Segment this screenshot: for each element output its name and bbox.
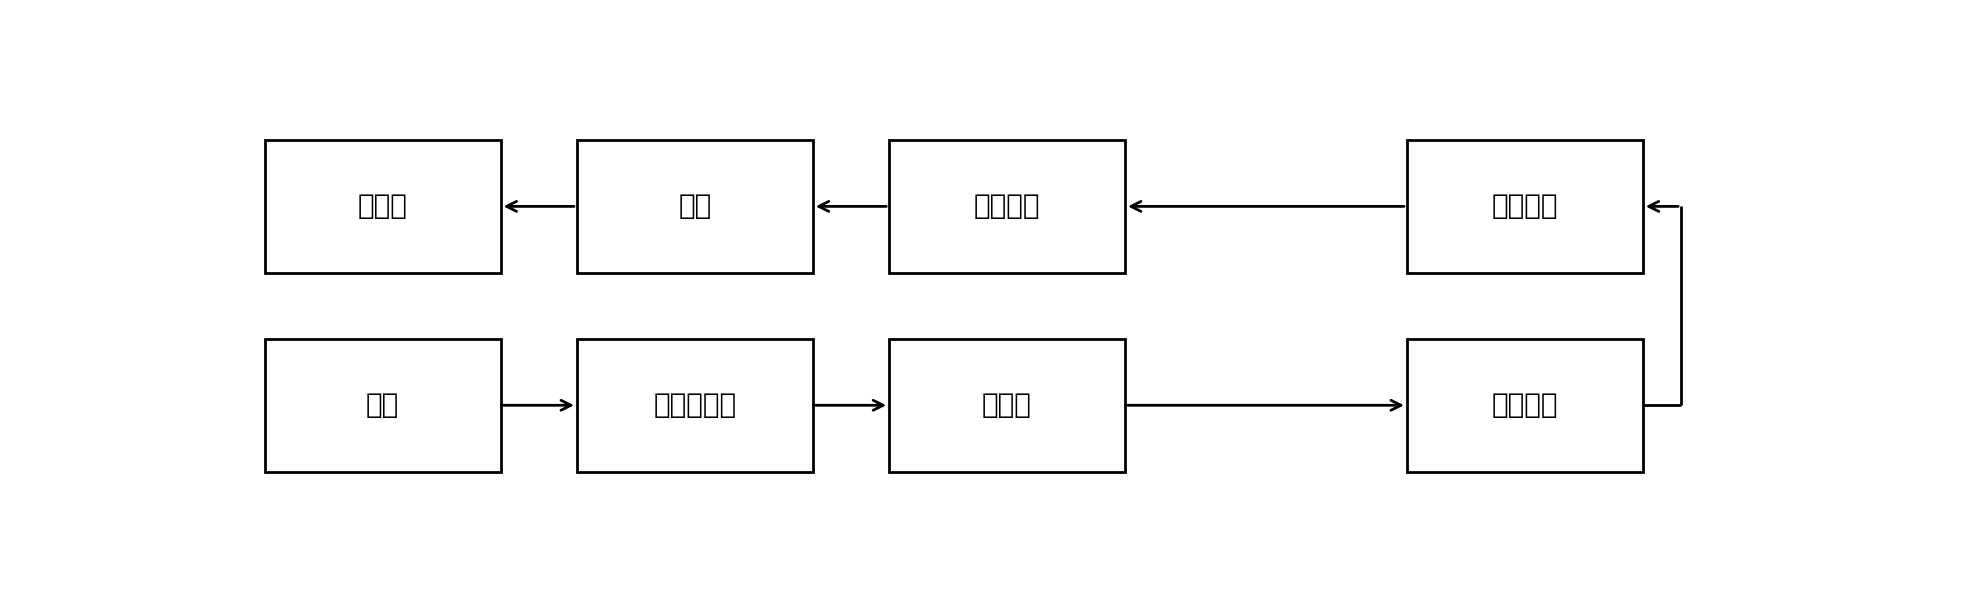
Text: 去保护: 去保护 <box>357 192 407 220</box>
FancyArrowPatch shape <box>819 201 886 212</box>
Text: 烘干: 烘干 <box>678 192 711 220</box>
FancyArrowPatch shape <box>503 400 572 410</box>
FancyArrowPatch shape <box>1127 400 1400 410</box>
Text: 除渣: 除渣 <box>365 391 399 419</box>
Bar <box>1406 140 1642 272</box>
FancyArrowPatch shape <box>815 400 882 410</box>
Bar <box>577 140 813 272</box>
FancyArrowPatch shape <box>1131 201 1404 212</box>
Bar <box>577 339 813 472</box>
Text: 贴保护: 贴保护 <box>982 391 1031 419</box>
Text: 溶剂稀释: 溶剂稀释 <box>1491 391 1557 419</box>
FancyArrowPatch shape <box>1648 201 1677 212</box>
Bar <box>1406 339 1642 472</box>
Text: 清洗、晴干: 清洗、晴干 <box>652 391 736 419</box>
Text: 翻面喷漆: 翻面喷漆 <box>974 192 1039 220</box>
Bar <box>265 339 501 472</box>
Bar <box>888 339 1125 472</box>
Bar <box>888 140 1125 272</box>
FancyArrowPatch shape <box>507 201 573 212</box>
Text: 正面喷漆: 正面喷漆 <box>1491 192 1557 220</box>
Bar <box>265 140 501 272</box>
